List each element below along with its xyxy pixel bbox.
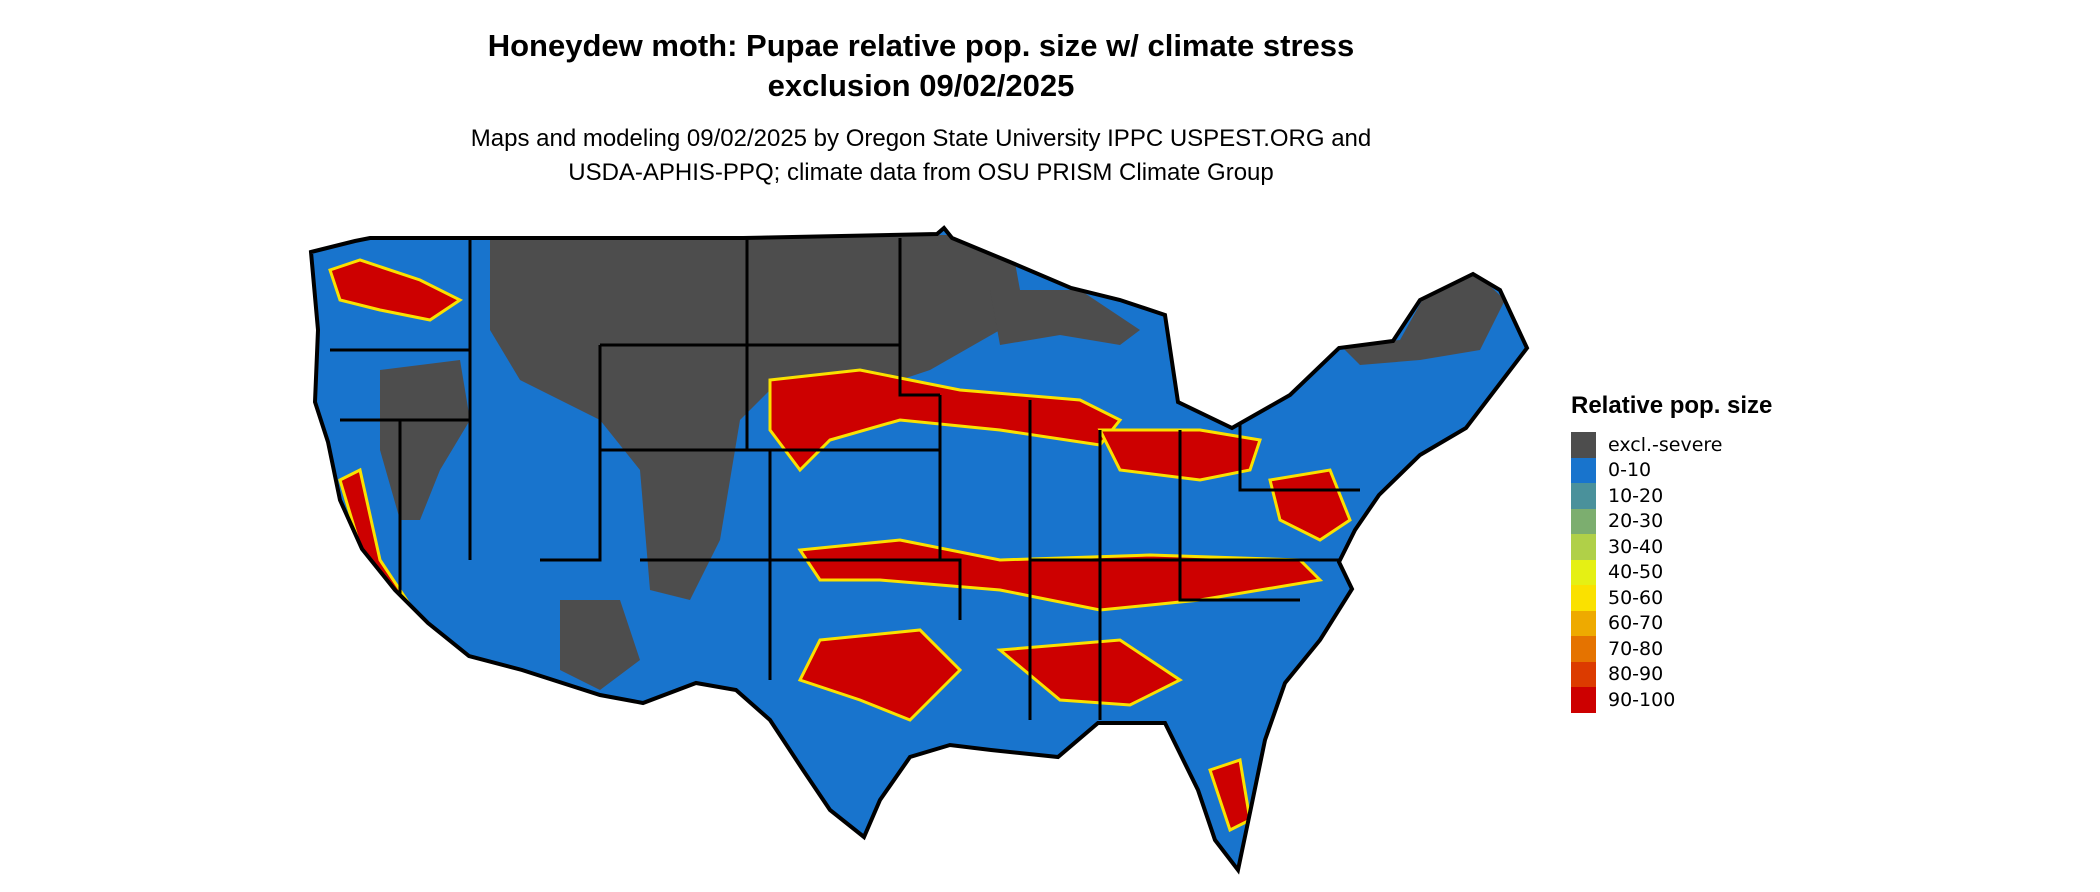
subtitle-line-1: Maps and modeling 09/02/2025 by Oregon S… xyxy=(470,125,1372,152)
legend-item: 30-40 xyxy=(1571,534,1772,560)
legend-swatch xyxy=(1571,508,1596,534)
legend-item: 90-100 xyxy=(1571,687,1772,713)
legend-label: 60-70 xyxy=(1608,612,1664,635)
map-subtitle: Maps and modeling 09/02/2025 by Oregon S… xyxy=(0,122,1842,190)
title-line-2: exclusion 09/02/2025 xyxy=(767,68,1075,103)
legend-item: 0-10 xyxy=(1571,457,1772,483)
high-pop-band-central-plains xyxy=(768,368,1123,473)
high-pop-band-southern-plains xyxy=(797,538,1324,612)
legend-swatch xyxy=(1571,585,1596,611)
legend-label: 90-100 xyxy=(1608,688,1676,711)
legend-item: 20-30 xyxy=(1571,508,1772,534)
legend-label: excl.-severe xyxy=(1608,433,1723,456)
legend-label: 30-40 xyxy=(1608,535,1664,558)
excluded-region-great-lakes xyxy=(990,290,1140,345)
legend-item: 80-90 xyxy=(1571,661,1772,687)
legend-label: 10-20 xyxy=(1608,484,1664,507)
high-pop-band-texas xyxy=(797,628,963,722)
subtitle-line-2: USDA-APHIS-PPQ; climate data from OSU PR… xyxy=(568,159,1274,186)
legend-swatch xyxy=(1571,636,1596,662)
legend-swatch xyxy=(1571,483,1596,509)
legend-swatch xyxy=(1571,610,1596,636)
legend-item: 60-70 xyxy=(1571,610,1772,636)
legend-items: excl.-severe 0-10 10-20 20-30 30-40 40-50 50-6… xyxy=(1571,432,1772,713)
legend-label: 40-50 xyxy=(1608,561,1664,584)
legend-label: 70-80 xyxy=(1608,637,1664,660)
high-pop-band-northwest xyxy=(328,258,463,322)
legend-label: 0-10 xyxy=(1608,459,1652,482)
title-line-1: Honeydew moth: Pupae relative pop. size … xyxy=(487,28,1355,63)
legend-swatch xyxy=(1571,559,1596,585)
legend-label: 50-60 xyxy=(1608,586,1664,609)
legend-swatch xyxy=(1571,432,1596,458)
map-title: Honeydew moth: Pupae relative pop. size … xyxy=(0,26,1842,106)
excluded-region-northern-plains xyxy=(490,235,1020,600)
legend-swatch xyxy=(1571,457,1596,483)
legend-item: 40-50 xyxy=(1571,559,1772,585)
legend-item: excl.-severe xyxy=(1571,432,1772,458)
legend-swatch xyxy=(1571,534,1596,560)
legend-item: 70-80 xyxy=(1571,636,1772,662)
legend-item: 10-20 xyxy=(1571,483,1772,509)
legend-label: 80-90 xyxy=(1608,663,1664,686)
legend-title: Relative pop. size xyxy=(1571,392,1773,419)
excluded-region-great-basin xyxy=(380,360,470,520)
legend: Relative pop. size excl.-severe 0-10 10-20… xyxy=(1571,392,1772,713)
excluded-region-southwest xyxy=(560,600,640,690)
legend-swatch xyxy=(1571,687,1596,713)
legend-item: 50-60 xyxy=(1571,585,1772,611)
legend-label: 20-30 xyxy=(1608,510,1664,533)
legend-swatch xyxy=(1571,661,1596,687)
state-boundaries xyxy=(330,238,1360,720)
high-pop-band-mid-atlantic xyxy=(1268,468,1352,542)
